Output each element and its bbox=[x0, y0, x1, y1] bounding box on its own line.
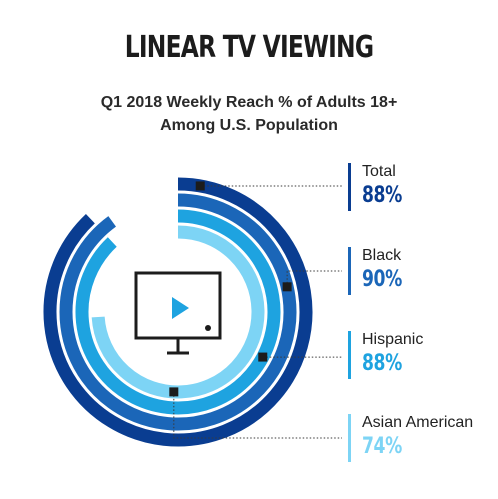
ring-arc-black bbox=[59, 193, 297, 431]
legend-label-black: Black bbox=[362, 247, 402, 264]
legend-value-total: 88% bbox=[362, 183, 402, 208]
ring-marker-asian-american bbox=[169, 387, 179, 397]
legend-value-asian-american: 74% bbox=[362, 434, 402, 459]
legend-value-black: 90% bbox=[362, 267, 402, 292]
ring-group bbox=[43, 177, 313, 447]
ring-arc-asian-american bbox=[91, 225, 265, 399]
ring-marker-total bbox=[195, 181, 205, 191]
legend-bar-asian-american bbox=[348, 414, 351, 462]
leader-lines bbox=[173, 185, 342, 439]
legend-label-hispanic: Hispanic bbox=[362, 331, 424, 348]
leader-line-asian-american bbox=[173, 391, 342, 439]
tv-play-icon bbox=[134, 271, 222, 355]
legend-bar-total bbox=[348, 163, 351, 211]
chart-title: LINEAR TV VIEWING bbox=[124, 30, 374, 65]
legend-bar-hispanic bbox=[348, 331, 351, 379]
legend-label-total: Total bbox=[362, 163, 396, 180]
ring-arc-total bbox=[43, 177, 313, 447]
ring-marker-hispanic bbox=[258, 352, 268, 362]
ring-marker-black bbox=[282, 282, 292, 292]
chart-subtitle-line1: Q1 2018 Weekly Reach % of Adults 18+ bbox=[100, 94, 398, 111]
chart-subtitle-line2: Among U.S. Population bbox=[160, 117, 338, 134]
ring-markers bbox=[169, 181, 292, 397]
legend-bar-black bbox=[348, 247, 351, 295]
legend-value-hispanic: 88% bbox=[362, 351, 402, 376]
ring-arc-hispanic bbox=[75, 209, 281, 415]
legend-label-asian-american: Asian American bbox=[362, 414, 474, 431]
